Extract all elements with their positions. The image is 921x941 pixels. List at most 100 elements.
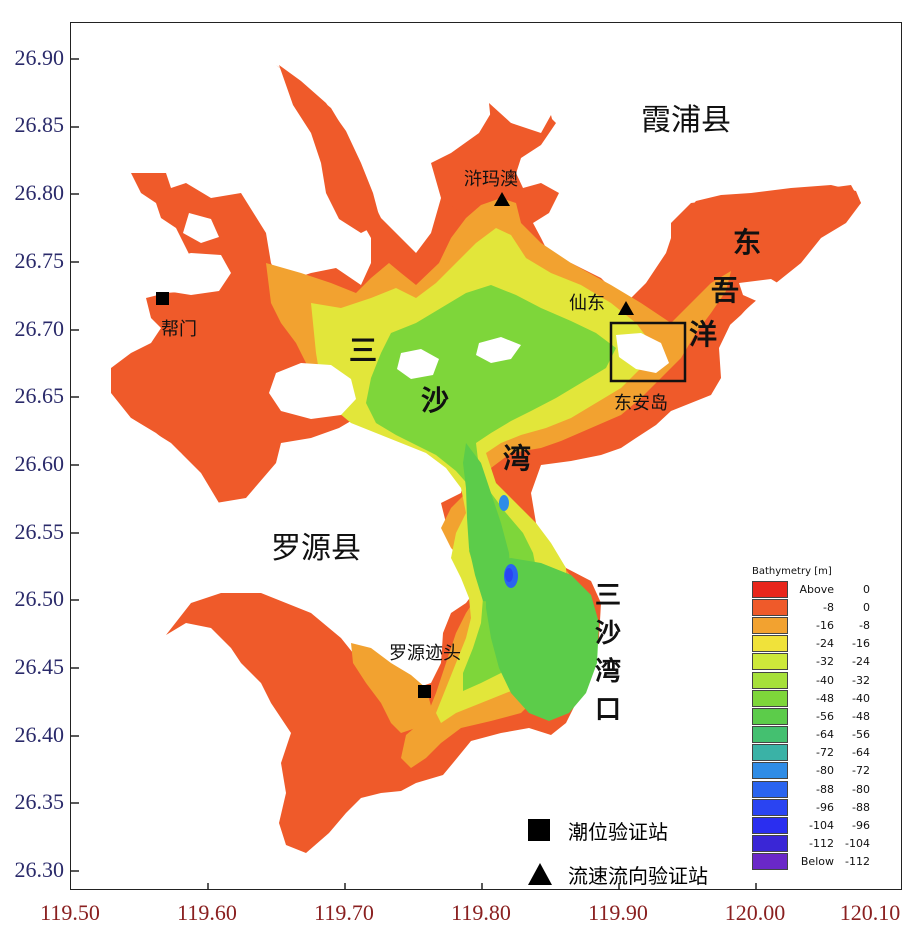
label-dongan-island: 东安岛 [614,393,668,414]
label-kou-char: 湾 [595,657,622,687]
x-tick-label: 119.70 [314,900,374,925]
y-tick-label: 26.50 [14,586,65,611]
legend-swatch [752,817,788,835]
label-xiapu-county: 霞浦县 [641,103,731,138]
x-tick-label: 119.90 [588,900,648,925]
legend-range-to: -16 [852,637,870,651]
label-luoyuan-jitou: 罗源迹头 [389,643,461,664]
legend-range-to: -40 [852,691,870,705]
deep-channel [366,285,616,721]
legend-swatch [752,835,788,853]
x-tick-label: 119.60 [177,900,237,925]
legend-row: -32 -24 [752,653,877,671]
label-kou-char: 口 [595,695,622,725]
legend-swatch [752,798,788,816]
legend-range-to: -32 [852,673,870,687]
legend-range-to: -48 [852,709,870,723]
legend-swatch [752,780,788,798]
legend-range-from: -88 [816,782,834,796]
legend-current-label: 流速流向验证站 [568,863,708,888]
label-dongwuyang-2: 吾 [711,274,740,307]
label-sanshawan-kou: 三 沙 湾 口 [595,577,621,729]
legend-range-from: -56 [816,709,834,723]
label-sanshawan-1: 三 [349,334,378,367]
legend-range-from: -112 [809,837,834,851]
legend-range-from: -8 [823,600,834,614]
legend-row: -48 -40 [752,689,877,707]
label-kou-char: 三 [595,581,622,611]
y-tick-label: 26.85 [14,112,65,137]
y-tick-label: 26.40 [14,722,65,747]
y-tick-label: 26.75 [14,248,65,273]
legend-current-station: 流速流向验证站 [528,852,708,896]
legend-range-from: -40 [816,673,834,687]
legend-range-to: -72 [852,764,870,778]
y-tick-label: 26.60 [14,451,65,476]
legend-range-from: -32 [816,655,834,669]
y-tick-label: 26.80 [14,180,65,205]
legend-row: -16 -8 [752,616,877,634]
legend-range-from: -48 [816,691,834,705]
label-dongwuyang-1: 东 [733,226,762,259]
y-tick-label: 26.45 [14,654,65,679]
legend-row: -64 -56 [752,726,877,744]
legend-row: -72 -64 [752,744,877,762]
label-xiandong: 仙东 [569,293,605,314]
legend-row: -112 -104 [752,835,877,853]
station-markers [156,192,634,698]
legend-range-to: -104 [845,837,870,851]
legend-range-from: -104 [809,819,834,833]
x-tick-label: 119.50 [40,900,100,925]
bathymetry-legend: Bathymetry [m] Above 0 -8 0 -16 -8 -24 -16 -32 -2… [752,566,877,871]
tide-station-luoyuan [418,685,431,698]
legend-range-to: -8 [859,618,870,632]
legend-range-to: -96 [852,819,870,833]
x-tick-label: 119.80 [451,900,511,925]
label-sanshawan-3: 湾 [503,442,532,475]
legend-swatch [752,653,788,671]
label-kou-char: 沙 [595,619,622,649]
legend-swatch [752,616,788,634]
y-tick-label: 26.65 [14,383,65,408]
legend-range-from: Below [800,855,834,869]
legend-range-from: -72 [816,746,834,760]
legend-range-from: -96 [816,800,834,814]
legend-range-to: -88 [852,800,870,814]
bathymetry-map [71,58,861,889]
tick-marks [71,58,757,889]
symbol-legend: 潮位验证站 流速流向验证站 [528,808,708,896]
legend-range-from: -80 [816,764,834,778]
legend-range-from: -16 [816,618,834,632]
label-dongwuyang-3: 洋 [689,318,718,351]
legend-swatch [752,671,788,689]
legend-range-to: -80 [852,782,870,796]
x-tick-label: 120.00 [724,900,786,925]
legend-row: Below -112 [752,853,877,871]
legend-row: -104 -96 [752,816,877,835]
legend-range-from: Above [799,582,834,596]
legend-tide-station: 潮位验证站 [528,808,708,852]
legend-swatch [752,598,788,616]
legend-row: -96 -88 [752,798,877,816]
legend-title: Bathymetry [m] [752,566,832,577]
label-luoyuan-county: 罗源县 [271,531,361,566]
legend-row: Above 0 [752,580,877,598]
legend-range-to: -24 [852,655,870,669]
y-tick-label: 26.90 [14,45,65,70]
legend-range-to: 0 [863,600,870,614]
legend-swatch [752,689,788,707]
legend-swatch [752,707,788,725]
islands [116,213,791,513]
y-tick-label: 26.30 [14,857,65,882]
legend-swatch [752,762,788,780]
current-station-xuyuao [494,192,510,206]
legend-swatch [752,580,788,598]
tide-station-bangmen [156,292,169,305]
study-area-box [609,321,687,383]
legend-range-from: -64 [816,728,834,742]
legend-row: -80 -72 [752,762,877,780]
current-station-xiandong [618,301,634,315]
legend-row: -24 -16 [752,635,877,653]
legend-range-to: -56 [852,728,870,742]
square-icon [528,819,550,841]
